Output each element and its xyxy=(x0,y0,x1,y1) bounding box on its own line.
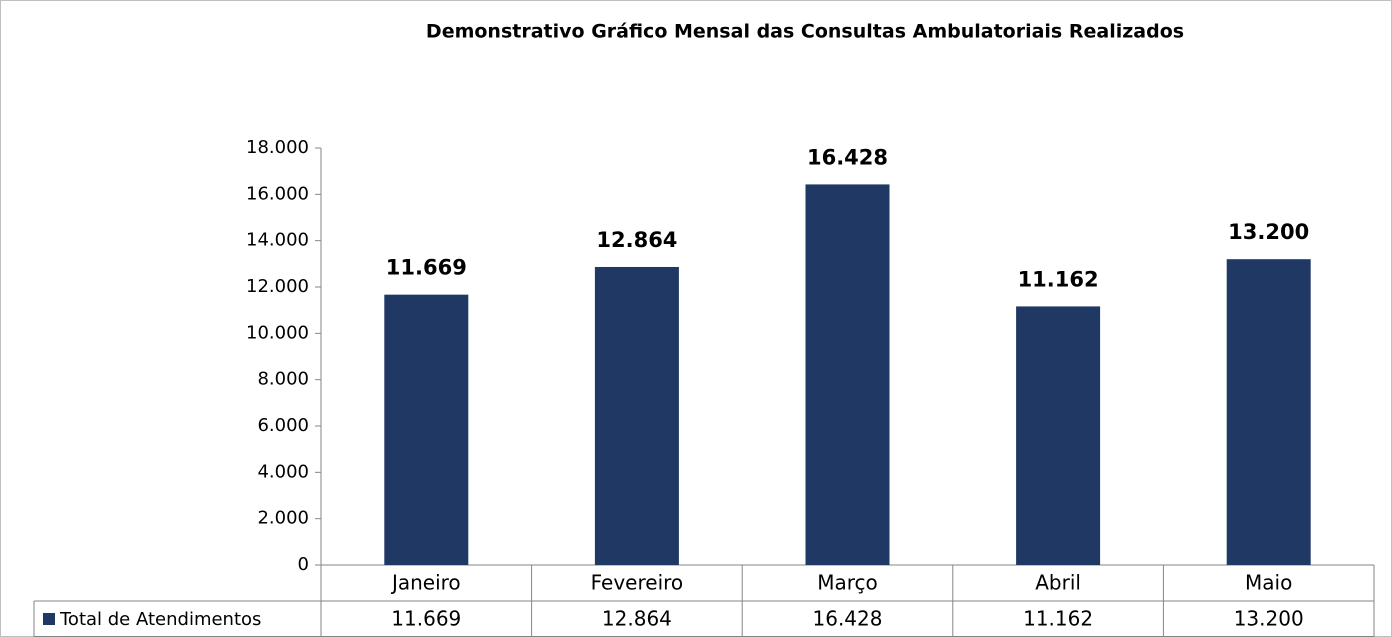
y-tick-label: 0 xyxy=(298,554,309,575)
table-value: 12.864 xyxy=(602,607,672,631)
legend-label: Total de Atendimentos xyxy=(59,609,261,630)
y-tick-label: 2.000 xyxy=(257,508,309,529)
y-tick-label: 12.000 xyxy=(246,276,309,297)
data-label: 16.428 xyxy=(807,145,888,169)
y-tick-label: 8.000 xyxy=(257,369,309,390)
data-label: 13.200 xyxy=(1228,220,1309,244)
table-value: 11.162 xyxy=(1023,607,1093,631)
table-value: 13.200 xyxy=(1234,607,1304,631)
y-tick-label: 6.000 xyxy=(257,415,309,436)
x-tick-label: Fevereiro xyxy=(591,571,684,595)
bar xyxy=(1226,259,1311,565)
x-tick-label: Abril xyxy=(1035,571,1081,595)
bar xyxy=(1016,306,1101,565)
x-tick-label: Maio xyxy=(1245,571,1292,595)
y-tick-label: 10.000 xyxy=(246,322,309,343)
y-tick-label: 4.000 xyxy=(257,461,309,482)
data-label: 11.162 xyxy=(1018,267,1099,291)
bar xyxy=(384,294,469,565)
chart-title: Demonstrativo Gráfico Mensal das Consult… xyxy=(426,21,1184,43)
x-tick-label: Janeiro xyxy=(390,571,461,595)
data-label: 11.669 xyxy=(386,256,467,280)
y-tick-label: 18.000 xyxy=(246,137,309,158)
x-tick-label: Março xyxy=(817,571,878,595)
y-tick-label: 16.000 xyxy=(246,183,309,204)
table-value: 11.669 xyxy=(391,607,461,631)
table-value: 16.428 xyxy=(813,607,883,631)
bar xyxy=(805,184,890,565)
bar xyxy=(594,266,679,565)
y-tick-label: 14.000 xyxy=(246,230,309,251)
data-label: 12.864 xyxy=(596,228,677,252)
legend-key xyxy=(43,613,55,625)
